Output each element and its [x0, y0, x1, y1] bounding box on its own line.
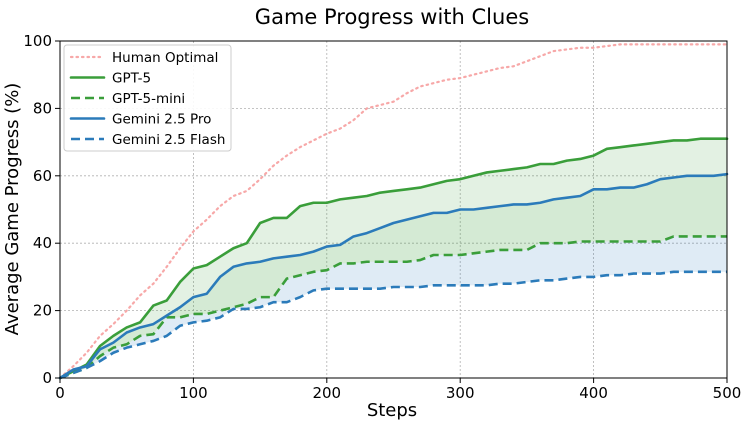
x-tick-label: 200	[312, 384, 341, 402]
area-fills	[60, 138, 727, 378]
fill-band	[60, 138, 727, 378]
fill-band	[60, 236, 727, 378]
legend-label: Gemini 2.5 Flash	[112, 132, 225, 148]
series-line-gpt-5-mini	[59, 235, 727, 380]
y-tick-label: 0	[42, 369, 52, 387]
y-tick-label: 20	[33, 302, 52, 320]
legend-label: GPT-5	[112, 71, 151, 87]
series-line-human-optimal	[58, 43, 729, 380]
legend-box	[63, 44, 232, 152]
legend-label: GPT-5-mini	[112, 91, 185, 107]
x-tick-label: 400	[579, 384, 608, 402]
x-tick-label: 100	[179, 384, 208, 402]
x-tick-label: 0	[55, 384, 65, 402]
plot-frame	[59, 40, 728, 379]
legend: Human Optimal GPT-5 GPT-5-mini Gemini 2.5 P…	[63, 44, 232, 152]
x-tick-label: 300	[446, 384, 475, 402]
series-lines	[58, 43, 729, 380]
series-line-gemini-2-5-flash	[59, 270, 727, 380]
axis-ticks: 0 100 200 300 400 500 0 20 40 60 80 100	[23, 32, 741, 402]
legend-label: Gemini 2.5 Pro	[112, 112, 211, 128]
fill-band	[60, 174, 727, 378]
series-line-gemini-2-5-pro	[58, 172, 729, 380]
chart-title: Game Progress with Clues	[255, 5, 529, 29]
series-line-gpt-5	[58, 137, 729, 380]
legend-label: Human Optimal	[112, 50, 218, 66]
y-tick-label: 80	[33, 99, 52, 117]
x-axis-label: Steps	[367, 400, 417, 421]
x-tick-label: 500	[713, 384, 742, 402]
y-tick-label: 40	[33, 234, 52, 252]
y-tick-label: 60	[33, 167, 52, 185]
y-axis-label: Average Game Progress (%)	[2, 83, 23, 336]
y-tick-label: 100	[23, 32, 52, 50]
